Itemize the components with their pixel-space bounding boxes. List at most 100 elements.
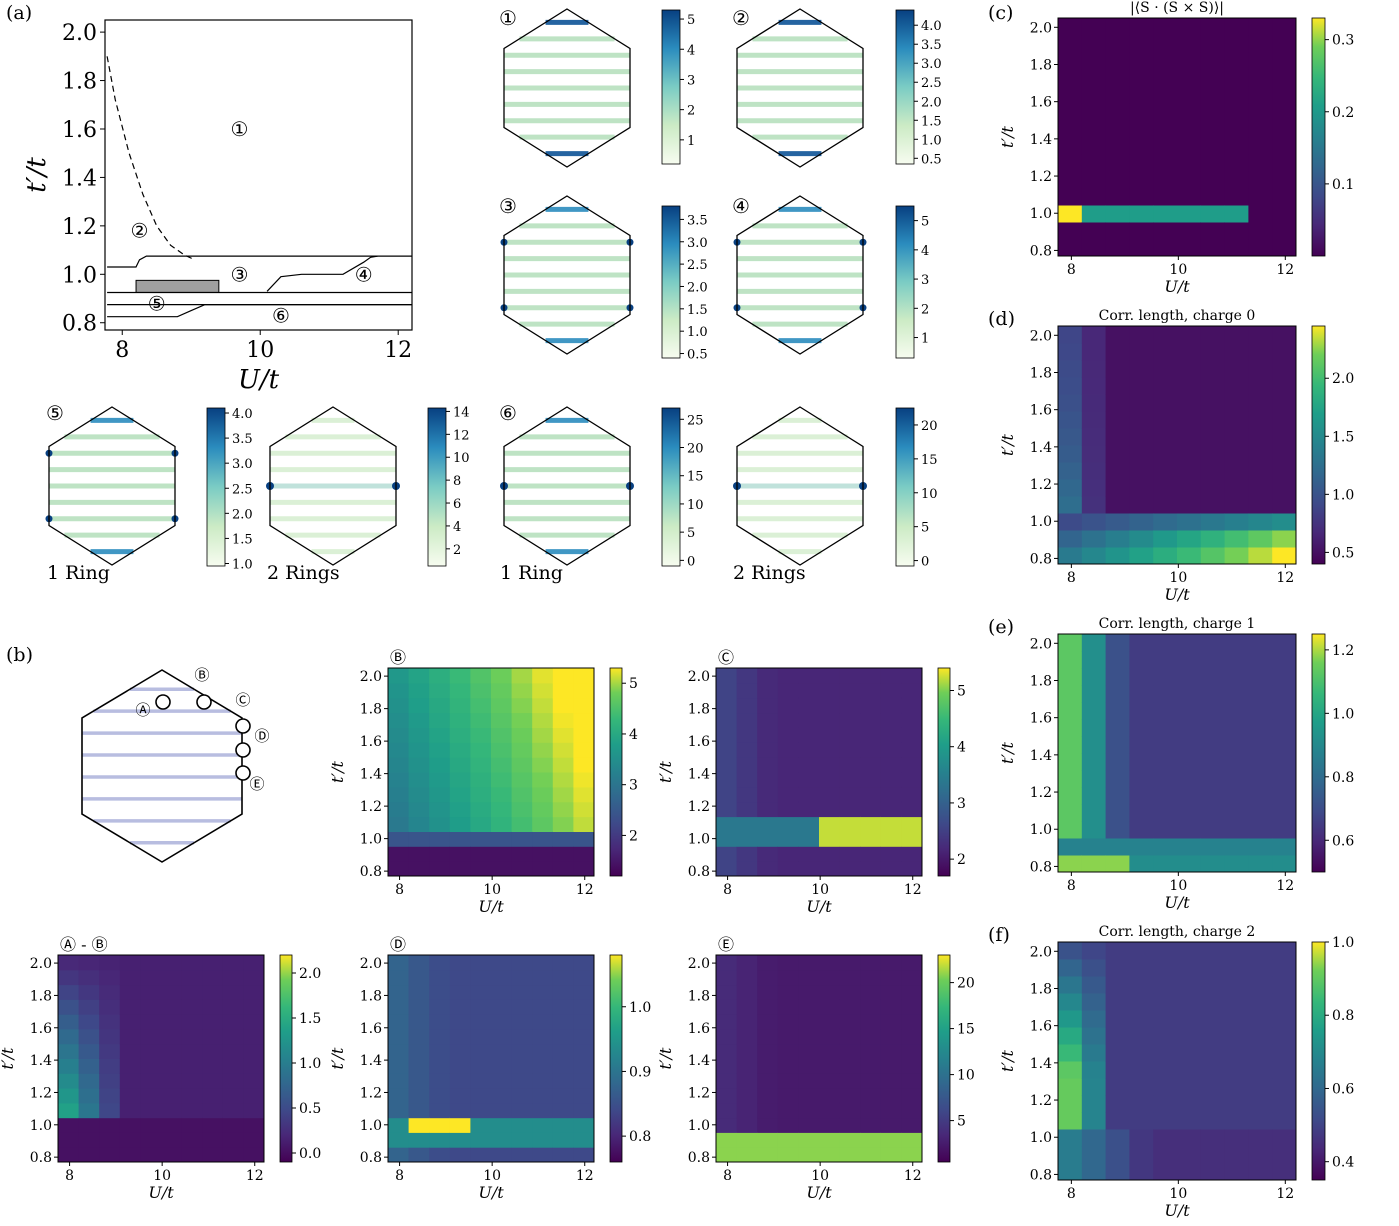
heatmap-cell [1177,1146,1202,1164]
heatmap-cell [1177,239,1202,257]
heatmap-cell [181,955,203,971]
heatmap-cell [736,697,758,714]
x-axis-label: U/t [1164,1201,1190,1220]
heatmap-cell [1177,547,1202,565]
heatmap-cell [1153,651,1178,669]
heatmap-cell [1129,547,1154,565]
heatmap-cell [1200,1010,1226,1028]
heatmap-cell [798,969,820,986]
heatmap-cell [1177,976,1202,994]
heatmap-cell [1058,976,1083,994]
heatmap-cell [58,1102,80,1119]
heatmap-cell [78,955,100,971]
heatmap-cell [757,1073,779,1089]
hexagon-panel: 0.51.01.52.02.53.03.54.0② [732,6,942,168]
colorbar-tick-label: 3.0 [687,236,708,251]
colorbar [661,407,681,567]
colorbar-tick-label: 2 [921,302,929,317]
heatmap-cell [819,1014,841,1030]
heatmap-cell [470,1073,492,1089]
chart-title: Corr. length, charge 0 [1099,308,1256,324]
heatmap-cell [1224,343,1249,361]
colorbar-tick-label: 1 [687,134,695,149]
heatmap-cell [140,1043,162,1059]
x-tick-label: 8 [65,1168,74,1184]
heatmap-cell [1200,188,1226,206]
colorbar-tick-label: 4.0 [232,407,253,422]
heatmap-cell [78,1147,100,1163]
heatmap-cell [532,969,554,986]
heatmap-cell [1224,942,1249,960]
heatmap-cell [1129,668,1154,686]
heatmap-cell [1105,462,1130,480]
colorbar [279,954,293,1163]
heatmap-cell [1177,120,1202,138]
colorbar-tick-label: 1.0 [232,557,253,572]
heatmap-cell [491,999,513,1015]
heatmap-cell [1153,1129,1178,1147]
heatmap-cell [1200,103,1226,121]
heatmap-cell [1272,137,1297,155]
heatmap-cell [1177,1095,1202,1113]
heatmap-cell [573,668,595,684]
heatmap-cell [491,697,513,714]
heatmap-cell [1248,976,1273,994]
heatmap-cell [860,1088,882,1104]
heatmap-cell [819,816,841,832]
colorbar-tick-label: 0 [687,554,695,569]
heatmap-cell [1153,394,1178,412]
colorbar-tick-label: 0.8 [629,1129,651,1145]
y-axis-label: t′/t [22,157,52,193]
heatmap-cell [1272,239,1297,257]
panel-circled-label: ② [732,6,750,30]
heatmap-cell [243,1132,265,1148]
heatmap-cell [1105,86,1130,104]
heatmap-cell [716,668,738,684]
heatmap-cell [1105,428,1130,446]
heatmap-cell [449,861,471,877]
heatmap-cell [202,1132,224,1148]
heatmap-cell [1058,547,1083,565]
heatmap-cell [243,1014,265,1030]
heatmap-cell [573,1088,595,1104]
heatmap-cell [1058,513,1083,531]
heatmap-cell [1177,343,1202,361]
heatmap-cell [777,984,799,1000]
heatmap-cell [1224,188,1249,206]
heatmap-cell [491,712,513,728]
heatmap-cell [470,772,492,788]
heatmap-cell [1224,993,1249,1011]
heatmap-cell [1272,35,1297,53]
heatmap-cell [1224,530,1249,548]
heatmap-cell [819,772,841,788]
heatmap-cell [449,1147,471,1163]
heatmap-cell [552,682,574,699]
heatmap-cell [839,682,861,699]
heatmap-cell [491,1073,513,1089]
heatmap-cell [99,1147,121,1163]
heatmap-cell [860,999,882,1015]
heatmap-cell [449,1073,471,1089]
heatmap-cell [1200,326,1226,344]
heatmap-cell [243,969,265,986]
heatmap-cell [1177,103,1202,121]
y-tick-label: 1.0 [360,832,382,848]
colorbar-tick-label: 3.5 [687,213,708,228]
heatmap-cell [1248,343,1273,361]
colorbar-tick-label: 1.2 [1332,643,1354,659]
heatmap-cell [161,955,183,971]
x-axis-label: U/t [806,1183,832,1202]
heatmap-cell [1105,222,1130,240]
heatmap-cell [736,1117,758,1133]
heatmap-cell [1224,411,1249,429]
heatmap-cell [1105,855,1130,873]
heatmap-cell [839,831,861,847]
heatmap-cell [222,984,244,1000]
x-tick-label: 12 [246,1168,264,1184]
heatmap-cell [860,955,882,971]
heatmap-cell [511,846,533,862]
heatmap-cell [1248,479,1273,497]
heatmap-cell [1248,445,1273,463]
heatmap-cell [1224,479,1249,497]
heatmap-cell [757,861,779,877]
